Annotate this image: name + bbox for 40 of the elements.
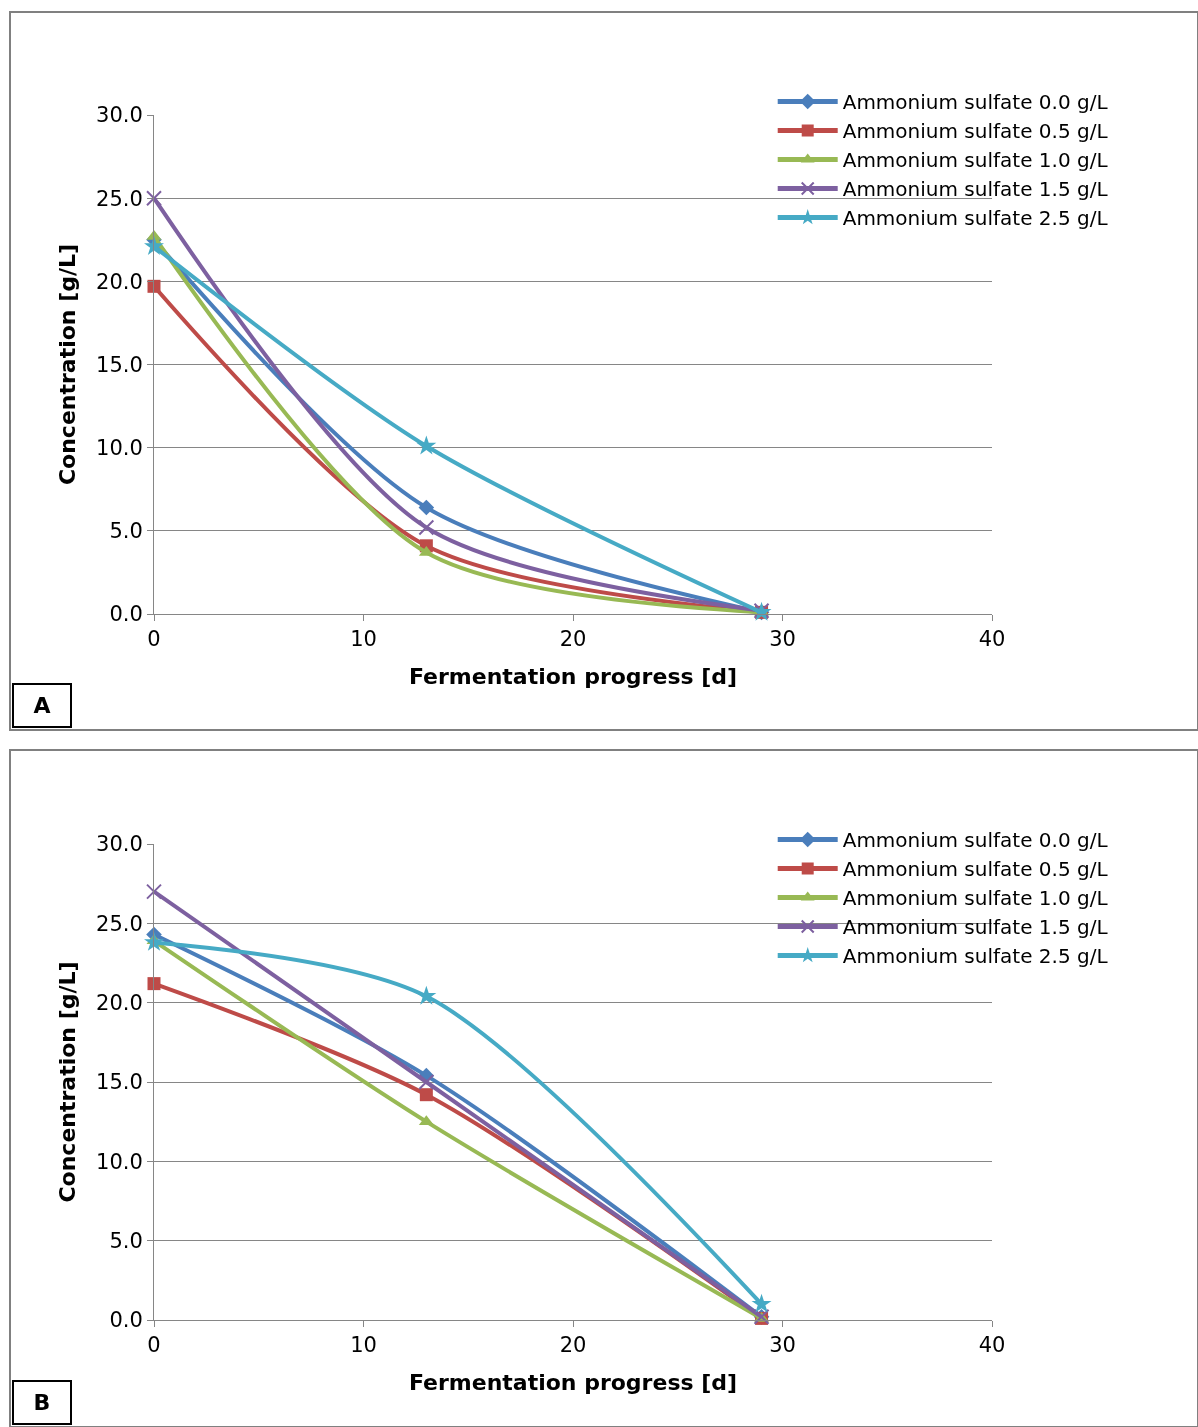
y-tick-label: 0.0 xyxy=(109,602,143,627)
y-tick-label: 0.0 xyxy=(109,1308,143,1333)
x-tick-label: 0 xyxy=(147,627,161,652)
legend-label: Ammonium sulfate 1.5 g/L xyxy=(842,915,1109,940)
x-axis-title: Fermentation progress [d] xyxy=(408,664,738,690)
y-tick-label: 30.0 xyxy=(96,103,143,128)
legend-label: Ammonium sulfate 1.0 g/L xyxy=(842,148,1109,173)
x-tick-label: 20 xyxy=(559,627,587,652)
text: B xyxy=(33,1390,51,1415)
x-tick-label: 10 xyxy=(350,627,377,652)
y-tick-label: 5.0 xyxy=(109,519,143,544)
legend-label: Ammonium sulfate 0.5 g/L xyxy=(842,857,1109,882)
x-tick-label: 30 xyxy=(769,1333,796,1358)
text: A xyxy=(33,693,51,718)
y-tick-label: 5.0 xyxy=(109,1229,143,1254)
legend-label: Ammonium sulfate 2.5 g/L xyxy=(842,944,1109,969)
legend-label: Ammonium sulfate 1.5 g/L xyxy=(842,177,1109,202)
y-tick-label: 25.0 xyxy=(96,186,143,211)
legend-label: Ammonium sulfate 0.0 g/L xyxy=(842,828,1109,853)
y-tick-label: 15.0 xyxy=(96,1070,143,1095)
y-tick-label: 10.0 xyxy=(96,436,143,461)
x-tick-label: 40 xyxy=(978,1333,1006,1358)
y-tick-label: 20.0 xyxy=(96,991,143,1016)
y-tick-label: 30.0 xyxy=(96,832,143,857)
x-tick-label: 0 xyxy=(147,1333,161,1358)
y-axis-title: Concentration [g/L] xyxy=(54,961,80,1203)
x-tick-label: 30 xyxy=(769,627,796,652)
legend-label: Ammonium sulfate 0.5 g/L xyxy=(842,119,1109,144)
x-tick-label: 40 xyxy=(978,627,1006,652)
legend-label: Ammonium sulfate 2.5 g/L xyxy=(842,206,1109,231)
y-tick-label: 15.0 xyxy=(96,352,143,377)
legend-label: Ammonium sulfate 1.0 g/L xyxy=(842,886,1109,911)
x-axis-title: Fermentation progress [d] xyxy=(408,1370,738,1396)
y-tick-label: 10.0 xyxy=(96,1149,143,1174)
legend-label: Ammonium sulfate 0.0 g/L xyxy=(842,90,1109,115)
y-axis-title: Concentration [g/L] xyxy=(54,243,80,486)
x-tick-label: 20 xyxy=(559,1333,587,1358)
x-tick-label: 10 xyxy=(350,1333,377,1358)
y-tick-label: 25.0 xyxy=(96,911,143,936)
y-tick-label: 20.0 xyxy=(96,269,143,294)
